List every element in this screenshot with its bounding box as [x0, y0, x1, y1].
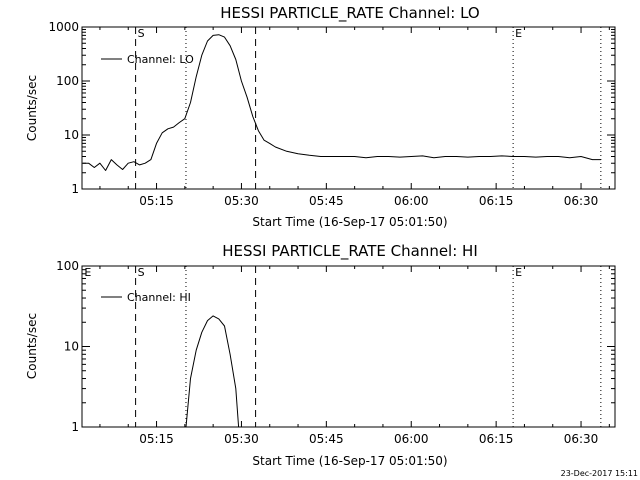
hi-x-tick-label: 06:30	[564, 432, 599, 446]
hi-event-marker-label: E	[84, 266, 91, 279]
lo-x-tick-label: 06:00	[394, 194, 429, 208]
lo-y-tick-label: 100	[56, 74, 79, 88]
lo-x-axis-label: Start Time (16-Sep-17 05:01:50)	[252, 215, 447, 229]
lo-x-tick-label: 05:15	[139, 194, 174, 208]
lo-y-tick-label: 1	[71, 182, 79, 196]
lo-channel-panel: HESSI PARTICLE_RATE Channel: LO Start Ti…	[25, 4, 616, 229]
hi-channel-panel: HESSI PARTICLE_RATE Channel: HI Start Ti…	[25, 242, 616, 468]
lo-event-marker-label: S	[138, 27, 145, 40]
hi-x-tick-label: 05:30	[224, 432, 259, 446]
hi-ticks: 05:15 05:30 05:45 06:00 06:15 06:30 1 10 100	[56, 259, 615, 446]
lo-y-tick-label: 10	[64, 128, 79, 142]
hi-y-tick-label: 100	[56, 259, 79, 273]
lo-chart-title: HESSI PARTICLE_RATE Channel: LO	[220, 4, 479, 23]
lo-legend: Channel: LO	[101, 53, 194, 66]
lo-x-tick-label: 06:30	[564, 194, 599, 208]
hi-chart-title: HESSI PARTICLE_RATE Channel: HI	[222, 242, 478, 261]
hi-x-tick-label: 06:00	[394, 432, 429, 446]
hi-y-tick-label: 1	[71, 420, 79, 434]
lo-y-tick-label: 1000	[48, 20, 79, 34]
lo-x-tick-label: 06:15	[479, 194, 514, 208]
hi-x-tick-label: 05:45	[309, 432, 344, 446]
hi-series-line	[185, 315, 240, 428]
lo-x-tick-label: 05:30	[224, 194, 259, 208]
hi-x-tick-label: 06:15	[479, 432, 514, 446]
lo-x-tick-label: 05:45	[309, 194, 344, 208]
hi-series	[185, 315, 240, 428]
lo-event-marker-label: E	[515, 27, 522, 40]
lo-ticks: 05:15 05:30 05:45 06:00 06:15 06:30 1 10 100 1000	[48, 20, 615, 208]
lo-y-axis-label: Counts/sec	[25, 75, 39, 141]
hi-legend: Channel: HI	[101, 291, 191, 304]
hi-event-marker-label: S	[138, 266, 145, 279]
hi-x-tick-label: 05:15	[139, 432, 174, 446]
hi-y-tick-label: 10	[64, 340, 79, 354]
footer-timestamp: 23-Dec-2017 15:11	[561, 469, 638, 478]
hi-event-marker-label: E	[515, 266, 522, 279]
hi-y-axis-label: Counts/sec	[25, 313, 39, 379]
hi-legend-label: Channel: HI	[127, 291, 191, 304]
lo-legend-label: Channel: LO	[127, 53, 194, 66]
hi-x-axis-label: Start Time (16-Sep-17 05:01:50)	[252, 454, 447, 468]
lo-series	[83, 34, 601, 171]
lo-series-line	[83, 34, 601, 171]
lo-plot-frame	[81, 26, 616, 190]
